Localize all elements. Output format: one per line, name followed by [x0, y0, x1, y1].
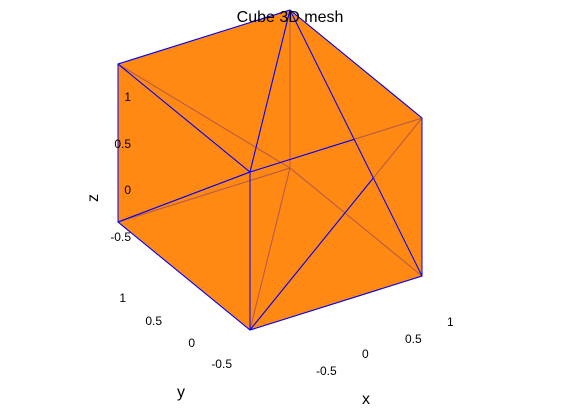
- z-tick-label: 1: [124, 90, 131, 104]
- y-axis-label: y: [177, 384, 185, 401]
- z-axis-label: z: [85, 194, 102, 202]
- x-tick-label: 0.5: [405, 332, 422, 346]
- mesh-surface: [117, 9, 423, 331]
- z-tick-label: 0: [124, 183, 131, 197]
- x-tick-label: -0.5: [316, 364, 337, 378]
- x-axis-label: x: [362, 391, 370, 408]
- x-tick-label: 0: [362, 347, 369, 361]
- y-tick-label: 0: [188, 336, 195, 350]
- y-tick-label: 1: [119, 291, 126, 305]
- x-axis: -0.5 0 0.5 1 x: [316, 315, 454, 408]
- x-tick-label: 1: [447, 315, 454, 329]
- mesh-triangle: [289, 9, 423, 277]
- z-tick-label: 0.5: [114, 137, 131, 151]
- y-tick-label: -0.5: [211, 357, 232, 371]
- z-axis: 1 0.5 0 -0.5 z: [85, 90, 131, 244]
- z-tick-label: -0.5: [110, 230, 131, 244]
- y-tick-label: 0.5: [145, 314, 162, 328]
- plot-title: Cube 3D mesh: [237, 9, 344, 26]
- y-axis: 1 0.5 0 -0.5 y: [119, 291, 232, 401]
